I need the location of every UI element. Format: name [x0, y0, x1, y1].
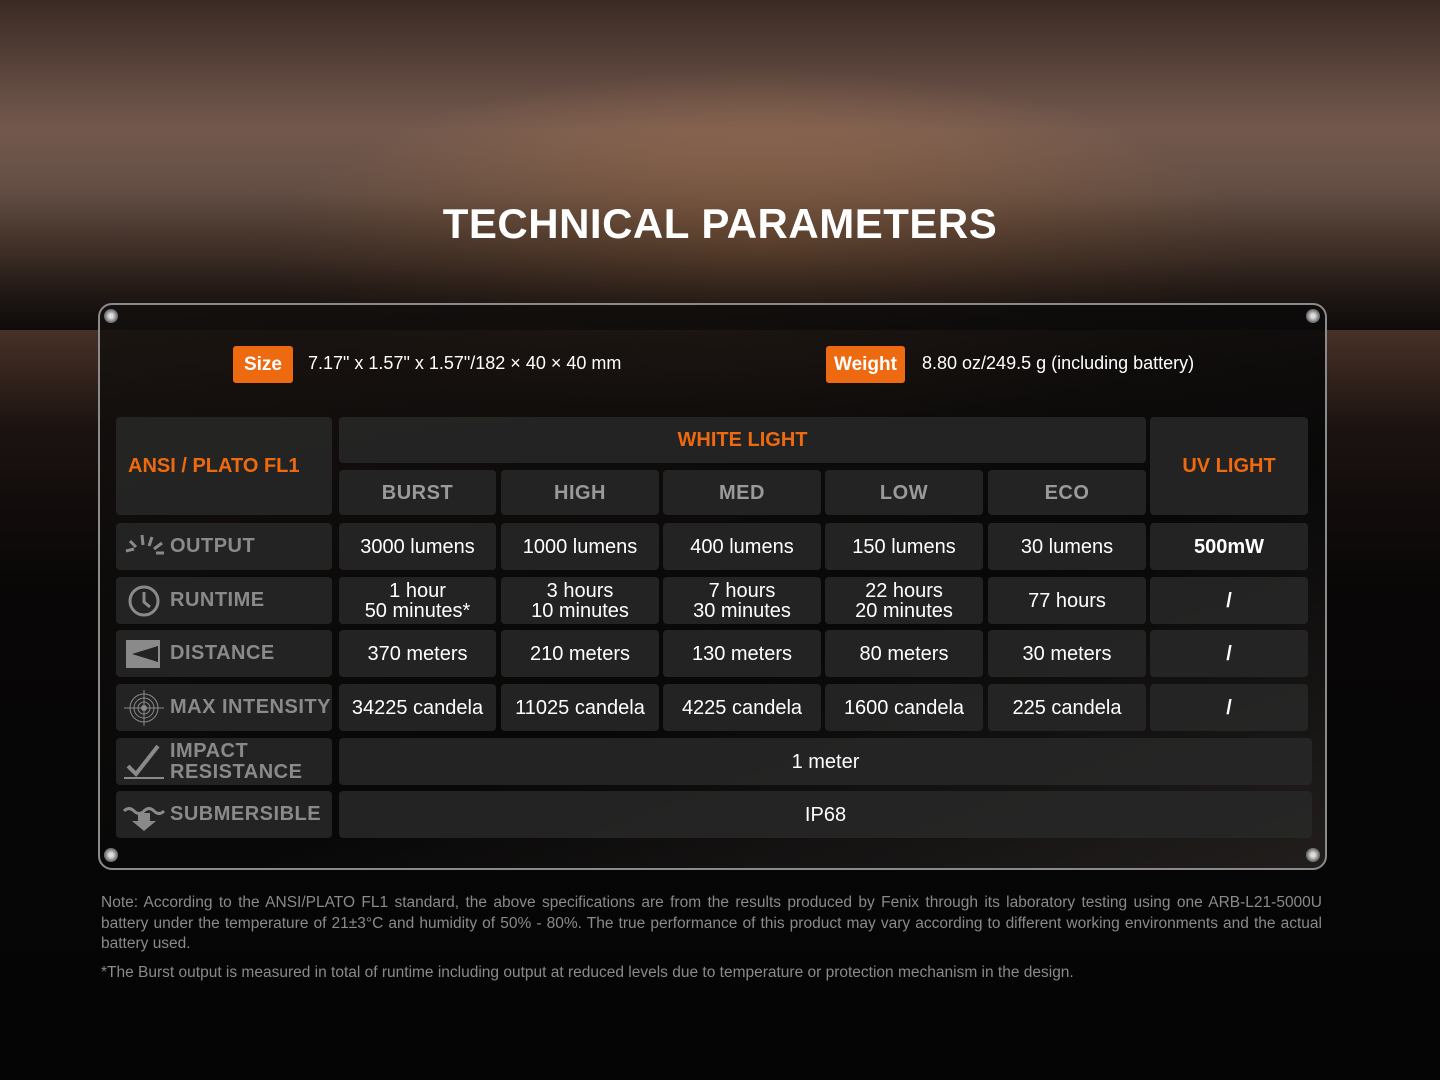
- target-icon: [124, 689, 164, 726]
- uv-light-header: UV LIGHT: [1150, 417, 1308, 515]
- background-silhouette: [0, 130, 1440, 330]
- table-cell: 77 hours: [988, 577, 1146, 624]
- table-cell-text: 4225 candela: [681, 696, 803, 719]
- table-cell: 210 meters: [501, 630, 659, 677]
- table-cell: 34225 candela: [339, 684, 496, 731]
- table-cell-text: 1 hour 50 minutes*: [364, 579, 471, 622]
- mode-header-burst-text: BURST: [381, 481, 454, 504]
- span-cell: 1 meter: [339, 738, 1312, 785]
- screw-icon: [1306, 309, 1320, 323]
- table-cell: 370 meters: [339, 630, 496, 677]
- row-label-3-text: MAX INTENSITY: [170, 696, 331, 718]
- table-cell: 80 meters: [825, 630, 983, 677]
- mode-header-low: LOW: [825, 470, 983, 515]
- row-label-4-text: IMPACT RESISTANCE: [170, 739, 303, 783]
- row-label-2-text: DISTANCE: [170, 642, 275, 664]
- uv-cell: /: [1150, 577, 1308, 624]
- table-cell-text: 34225 candela: [351, 696, 484, 719]
- mode-header-burst: BURST: [339, 470, 496, 515]
- table-cell: 150 lumens: [825, 523, 983, 570]
- table-cell-text: 3000 lumens: [360, 535, 475, 558]
- table-cell-text: 30 meters: [1022, 642, 1112, 665]
- table-cell-text: 11025 candela: [515, 696, 645, 719]
- mode-header-low-text: LOW: [879, 481, 929, 504]
- white-light-header: WHITE LIGHT: [339, 417, 1146, 463]
- table-cell-text: 80 meters: [859, 642, 949, 665]
- row-label-4: IMPACT RESISTANCE: [116, 738, 332, 785]
- row-label-0-text: OUTPUT: [170, 535, 256, 557]
- table-cell-text: 1600 candela: [843, 696, 965, 719]
- table-cell-text: 130 meters: [691, 642, 793, 665]
- span-cell-text: 1 meter: [791, 750, 860, 773]
- table-cell: 1600 candela: [825, 684, 983, 731]
- weight-value: 8.80 oz/249.5 g (including battery): [922, 353, 1195, 373]
- beam-distance-icon: [126, 639, 160, 668]
- table-cell: 400 lumens: [663, 523, 821, 570]
- screw-icon: [1306, 848, 1320, 862]
- mode-header-high-text: HIGH: [554, 481, 606, 504]
- uv-cell-text: 500mW: [1193, 535, 1265, 558]
- table-cell-text: 1000 lumens: [522, 535, 638, 558]
- table-cell: 30 meters: [988, 630, 1146, 677]
- span-cell-text: IP68: [804, 803, 847, 826]
- note-text: Note: According to the ANSI/PLATO FL1 st…: [101, 894, 1322, 952]
- row-label-1: RUNTIME: [116, 577, 332, 624]
- table-cell: 7 hours 30 minutes: [663, 577, 821, 624]
- uv-cell: /: [1150, 630, 1308, 677]
- table-cell: 11025 candela: [501, 684, 659, 731]
- impact-check-icon: [124, 744, 164, 779]
- standard-header: ANSI / PLATO FL1: [116, 417, 332, 515]
- table-cell-text: 22 hours 20 minutes: [855, 579, 953, 622]
- row-label-5: SUBMERSIBLE: [116, 791, 332, 838]
- table-cell: 130 meters: [663, 630, 821, 677]
- table-cell: 3000 lumens: [339, 523, 496, 570]
- table-cell: 30 lumens: [988, 523, 1146, 570]
- uv-cell-text: /: [1226, 589, 1232, 612]
- uv-cell: /: [1150, 684, 1308, 731]
- mode-header-eco: ECO: [988, 470, 1146, 515]
- table-cell-text: 400 lumens: [690, 535, 794, 558]
- screw-icon: [104, 848, 118, 862]
- weight-badge: Weight: [826, 346, 905, 383]
- table-cell: 1000 lumens: [501, 523, 659, 570]
- page-title: TECHNICAL PARAMETERS: [442, 200, 998, 247]
- table-cell: 3 hours 10 minutes: [501, 577, 659, 624]
- row-label-2: DISTANCE: [116, 630, 332, 677]
- uv-cell-text: /: [1226, 696, 1232, 719]
- mode-header-med: MED: [663, 470, 821, 515]
- table-cell: 225 candela: [988, 684, 1146, 731]
- table-cell-text: 370 meters: [367, 642, 468, 665]
- row-label-1-text: RUNTIME: [170, 589, 265, 611]
- table-cell-text: 225 candela: [1012, 696, 1122, 719]
- row-label-5-text: SUBMERSIBLE: [170, 803, 322, 825]
- size-value: 7.17" x 1.57" x 1.57"/182 × 40 × 40 mm: [308, 353, 622, 373]
- uv-cell: 500mW: [1150, 523, 1308, 570]
- uv-cell-text: /: [1226, 642, 1232, 665]
- size-badge: Size: [233, 346, 293, 383]
- table-cell-text: 7 hours 30 minutes: [693, 579, 791, 622]
- clock-icon: [128, 585, 160, 616]
- table-cell-text: 30 lumens: [1020, 535, 1114, 558]
- table-cell: 4225 candela: [663, 684, 821, 731]
- table-cell-text: 3 hours 10 minutes: [531, 579, 629, 622]
- table-cell-text: 150 lumens: [852, 535, 956, 558]
- footnote-text: *The Burst output is measured in total o…: [101, 964, 1074, 981]
- span-cell: IP68: [339, 791, 1312, 838]
- screw-icon: [104, 309, 118, 323]
- mode-header-eco-text: ECO: [1044, 481, 1090, 504]
- mode-header-high: HIGH: [501, 470, 659, 515]
- table-cell: 1 hour 50 minutes*: [339, 577, 496, 624]
- row-label-0: OUTPUT: [116, 523, 332, 570]
- water-arrow-icon: [122, 806, 166, 831]
- table-cell-text: 77 hours: [1028, 589, 1106, 612]
- row-label-3: MAX INTENSITY: [116, 684, 332, 731]
- table-cell: 22 hours 20 minutes: [825, 577, 983, 624]
- table-cell-text: 210 meters: [529, 642, 631, 665]
- sun-rays-icon: [125, 534, 164, 554]
- mode-header-med-text: MED: [719, 481, 765, 504]
